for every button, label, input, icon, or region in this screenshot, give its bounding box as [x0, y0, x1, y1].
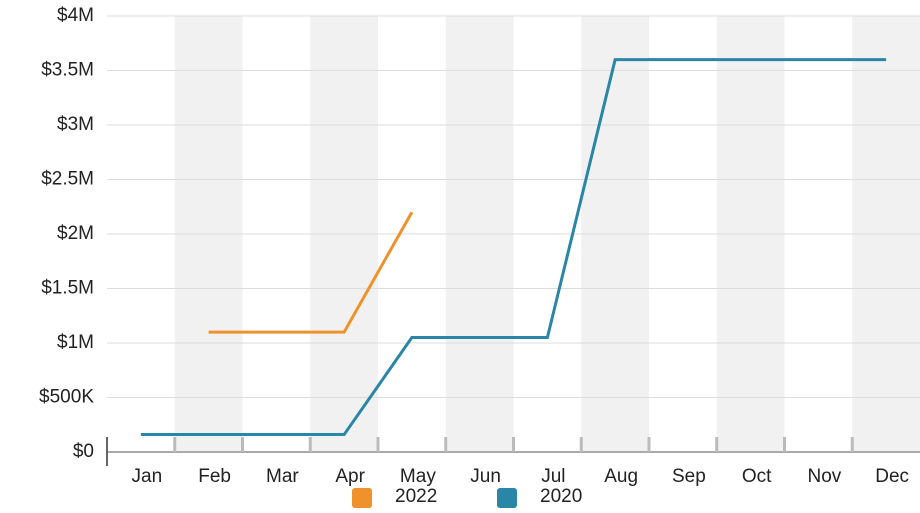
legend-label: 2020 [540, 486, 582, 507]
y-tick-label: $1M [57, 332, 94, 353]
x-tick-label: Dec [875, 466, 909, 487]
legend-swatch [352, 488, 372, 508]
legend-swatch [497, 488, 517, 508]
y-tick-label: $2M [57, 223, 94, 244]
x-tick-label: May [400, 466, 436, 487]
series-line [140, 58, 887, 437]
x-tick-label: Jul [541, 466, 565, 487]
x-tick-label: Apr [335, 466, 365, 487]
y-tick-label: $2.5M [41, 169, 94, 190]
series-line [208, 211, 414, 334]
x-tick-label: Mar [266, 466, 299, 487]
x-tick-label: Aug [604, 466, 638, 487]
y-tick-label: $3.5M [41, 60, 94, 81]
y-tick-label: $0 [73, 441, 94, 462]
x-tick-label: Sep [672, 466, 706, 487]
y-tick-label: $500K [39, 387, 94, 408]
x-tick-label: Jan [132, 466, 163, 487]
y-tick-label: $4M [57, 5, 94, 26]
x-tick-label: Feb [198, 466, 231, 487]
y-tick-label: $3M [57, 114, 94, 135]
x-tick-label: Nov [807, 466, 841, 487]
y-tick-label: $1.5M [41, 278, 94, 299]
legend-label: 2022 [395, 486, 437, 507]
x-tick-label: Jun [470, 466, 501, 487]
x-tick-label: Oct [742, 466, 772, 487]
